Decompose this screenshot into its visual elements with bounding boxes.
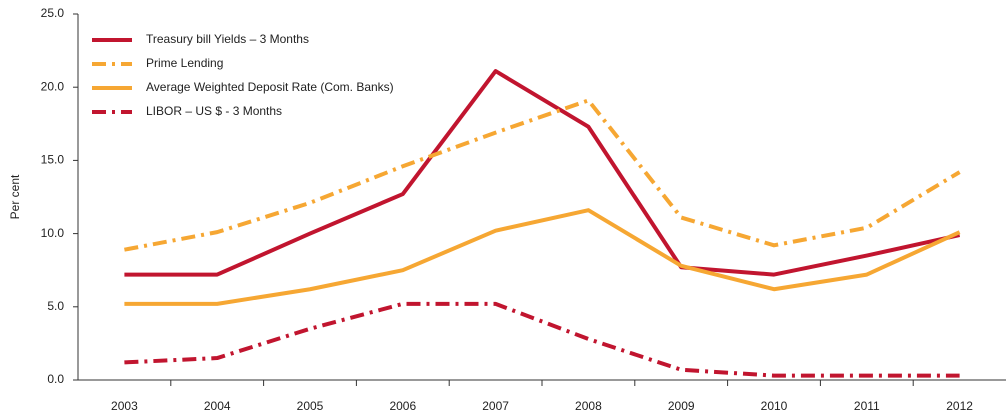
- legend-label: Prime Lending: [146, 56, 223, 70]
- x-tick-label: 2003: [111, 399, 138, 413]
- x-tick-label: 2007: [482, 399, 509, 413]
- x-tick-label: 2011: [854, 399, 880, 413]
- line-series: [124, 98, 961, 252]
- x-tick-label: 2010: [761, 399, 788, 413]
- x-tick-label: 2012: [946, 399, 973, 413]
- line-series: [124, 69, 961, 277]
- legend-label: Average Weighted Deposit Rate (Com. Bank…: [146, 80, 394, 94]
- line-series: [124, 301, 960, 378]
- x-tick-label: 2005: [297, 399, 324, 413]
- x-tick-label: 2004: [204, 399, 231, 413]
- legend-label: Treasury bill Yields – 3 Months: [146, 32, 309, 46]
- x-tick-label: 2008: [575, 399, 602, 413]
- line-series: [124, 208, 961, 306]
- y-tick-label: 5.0: [47, 299, 64, 313]
- y-tick-label: 0.0: [47, 372, 64, 386]
- y-tick-label: 15.0: [41, 153, 65, 167]
- x-tick-label: 2009: [668, 399, 695, 413]
- y-tick-label: 20.0: [41, 79, 65, 93]
- y-axis-label: Per cent: [8, 174, 22, 219]
- y-tick-label: 10.0: [41, 226, 65, 240]
- legend-label: LIBOR – US $ - 3 Months: [146, 104, 282, 118]
- y-tick-label: 25.0: [41, 6, 65, 20]
- x-tick-label: 2006: [389, 399, 416, 413]
